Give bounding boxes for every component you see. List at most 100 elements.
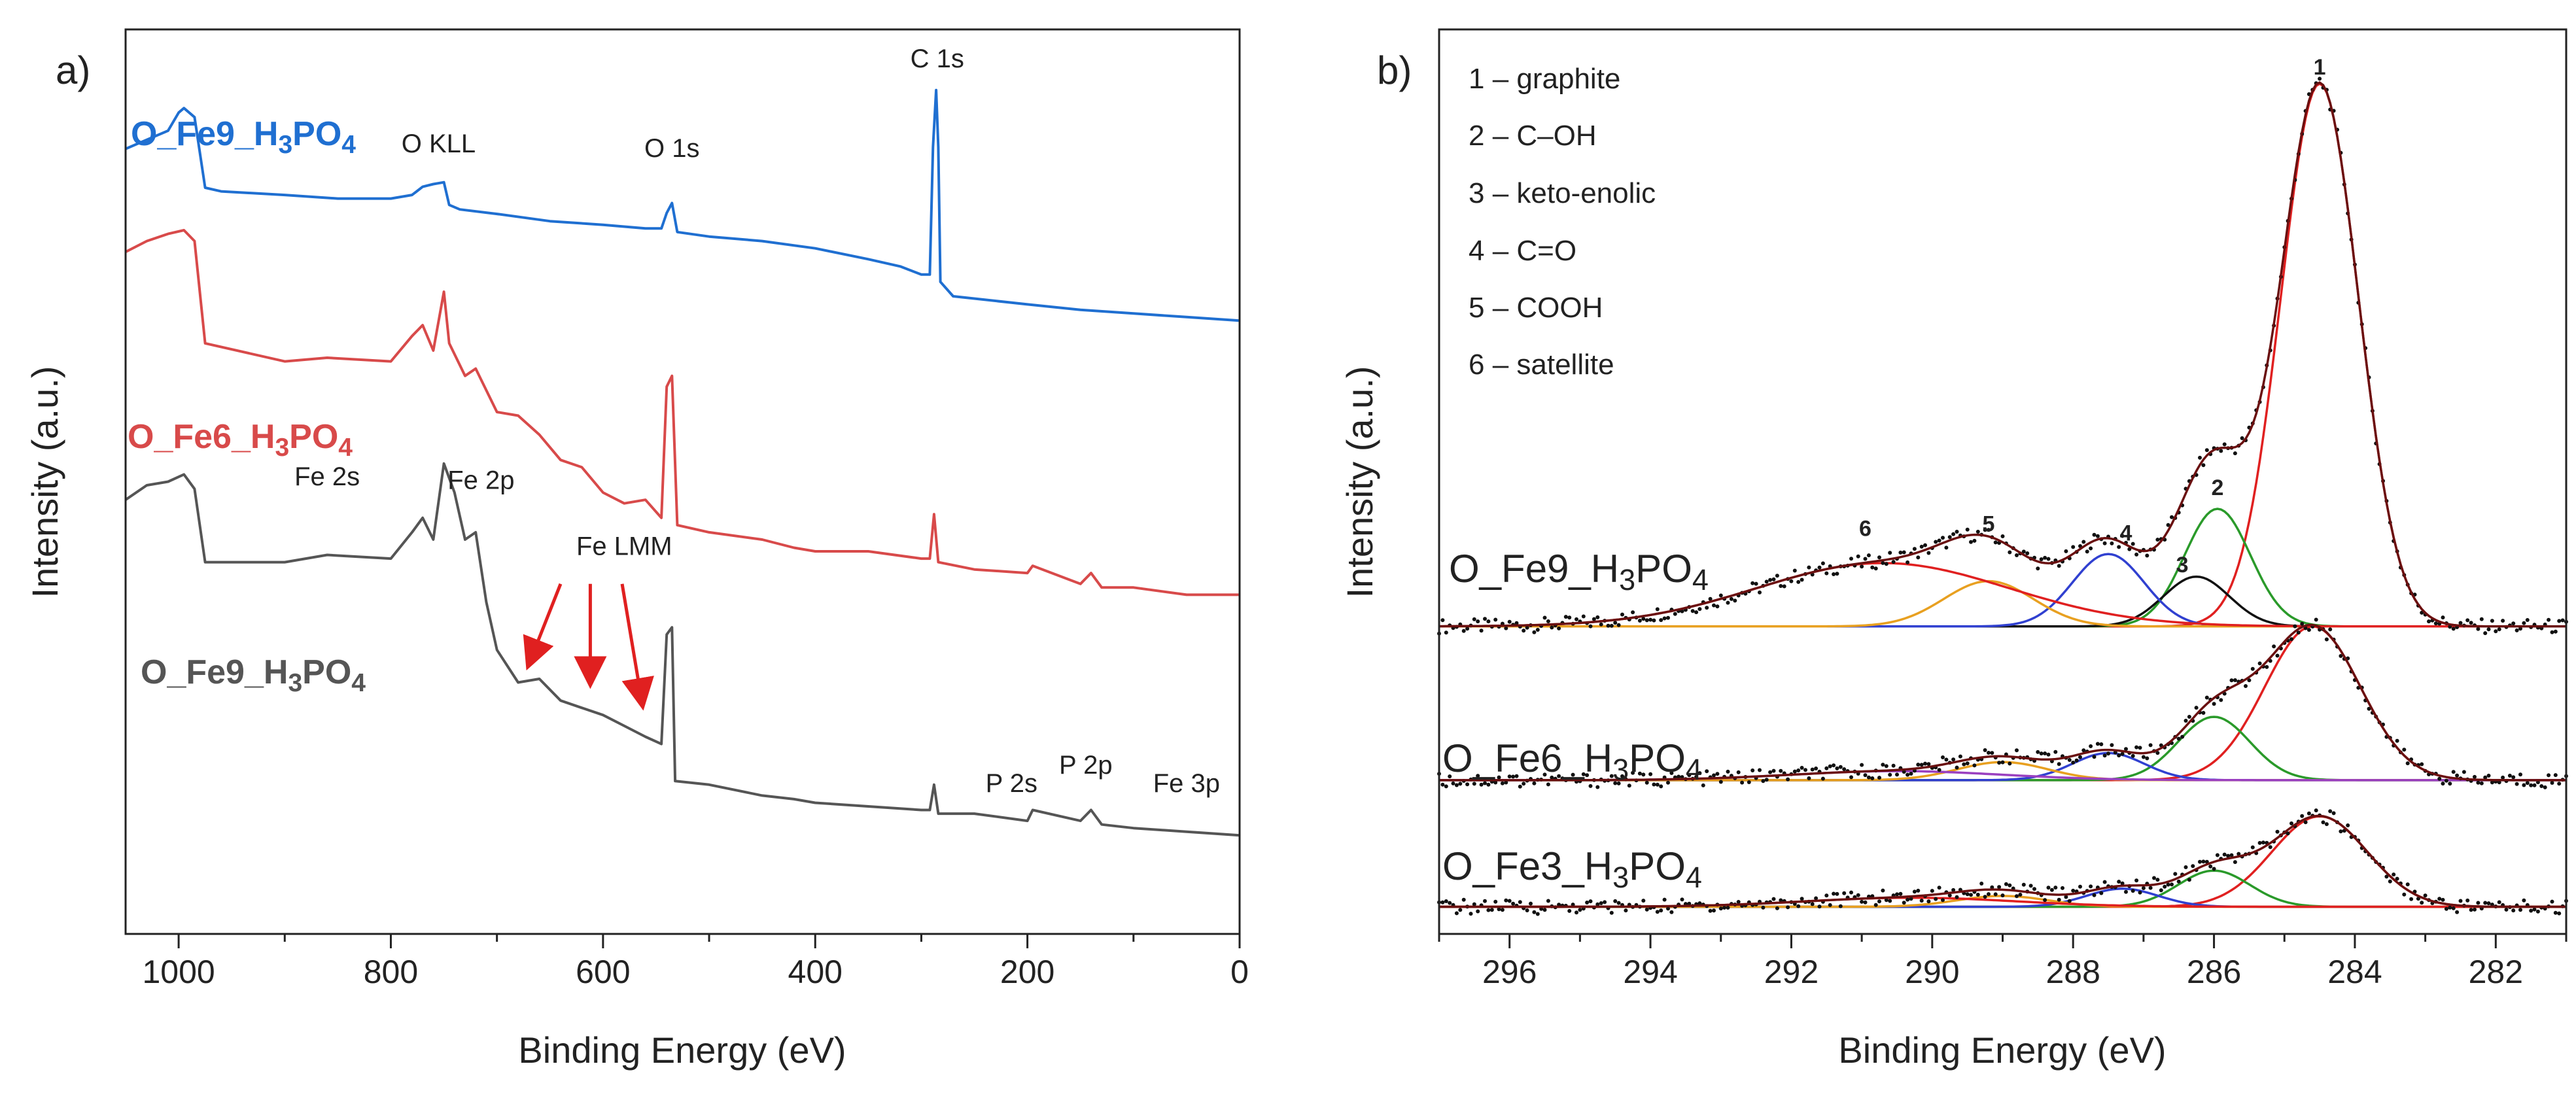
data-point xyxy=(1990,751,1994,755)
data-point xyxy=(2532,783,2537,787)
data-point xyxy=(2550,781,2554,785)
data-point xyxy=(1448,901,1452,905)
data-point xyxy=(1557,903,1561,907)
data-point xyxy=(2184,865,2188,869)
panel-b-x-axis-title: Binding Energy (eV) xyxy=(1838,1029,2166,1071)
data-point xyxy=(1860,763,1864,767)
data-point xyxy=(1557,626,1561,630)
data-point xyxy=(1817,565,1822,570)
peak-number-3: 3 xyxy=(2176,553,2189,577)
data-point xyxy=(1571,772,1575,777)
data-point xyxy=(1507,619,1512,624)
data-point xyxy=(2008,550,2012,555)
data-point xyxy=(2324,822,2329,827)
data-point xyxy=(1881,888,1885,893)
data-point xyxy=(2194,706,2199,710)
data-point xyxy=(1454,911,1459,916)
data-point xyxy=(1458,782,1463,786)
data-point xyxy=(1712,603,1716,608)
data-point xyxy=(1838,904,1843,908)
data-point xyxy=(1444,630,1448,635)
data-point xyxy=(1937,538,1941,543)
data-point xyxy=(2395,876,2399,881)
data-point xyxy=(1701,783,1705,787)
data-point xyxy=(1779,768,1783,773)
series-label-2: O_Fe6_H3PO4 xyxy=(128,418,353,462)
data-point xyxy=(1637,619,1642,623)
data-point xyxy=(1877,776,1881,780)
data-point xyxy=(2501,775,2505,780)
data-point xyxy=(2166,882,2170,887)
peak-annotation-7: P 2s xyxy=(986,769,1037,798)
data-point xyxy=(1708,596,1713,601)
data-point xyxy=(2046,886,2051,890)
data-point xyxy=(2289,637,2293,642)
data-point xyxy=(1535,912,1540,916)
data-point xyxy=(1870,565,1875,570)
data-point xyxy=(1800,577,1804,582)
legend-item-keto-enolic: 3 – keto-enolic xyxy=(1469,177,1656,209)
data-point xyxy=(2127,547,2132,551)
data-point xyxy=(2402,892,2407,897)
data-point xyxy=(1898,891,1903,896)
data-point xyxy=(2448,782,2452,786)
data-point xyxy=(1972,763,1977,768)
data-point xyxy=(2444,778,2448,783)
data-point xyxy=(1838,765,1843,769)
data-point xyxy=(2306,811,2311,816)
data-point xyxy=(2204,695,2209,700)
series-label-3: O_Fe9_H3PO4 xyxy=(141,653,366,697)
fe-lmm-arrow-3 xyxy=(620,583,654,711)
data-point xyxy=(2518,627,2522,631)
data-point xyxy=(1941,536,1945,540)
data-point xyxy=(1820,561,1825,566)
data-point xyxy=(1697,771,1702,776)
data-point xyxy=(2219,698,2223,702)
data-point xyxy=(2331,811,2336,816)
x-tick-label: 282 xyxy=(2469,954,2523,990)
data-point xyxy=(2187,715,2191,719)
data-point xyxy=(2117,880,2121,884)
data-point xyxy=(2346,823,2350,827)
data-point xyxy=(2448,625,2452,629)
data-point xyxy=(1680,897,1684,902)
data-point xyxy=(2486,901,2491,906)
data-point xyxy=(2212,867,2216,871)
data-point xyxy=(1729,596,1733,601)
data-point xyxy=(2219,449,2223,453)
data-point xyxy=(2476,780,2480,785)
data-point xyxy=(1620,612,1624,617)
data-point xyxy=(1581,772,1586,776)
data-point xyxy=(1810,767,1815,772)
data-point xyxy=(1718,906,1723,911)
data-point xyxy=(1585,901,1590,904)
data-point xyxy=(1469,912,1473,916)
data-point xyxy=(2187,878,2191,882)
sample-label-2-label-sub2: 4 xyxy=(1686,753,1702,786)
data-point xyxy=(1782,584,1786,589)
data-point xyxy=(2120,751,2125,756)
data-point xyxy=(1814,896,1819,901)
data-point xyxy=(2176,736,2181,741)
data-point xyxy=(2184,719,2188,723)
data-point xyxy=(1796,904,1801,908)
data-point xyxy=(1483,899,1487,903)
data-point xyxy=(1669,771,1674,775)
data-point xyxy=(1951,532,1956,536)
data-point xyxy=(1888,899,1892,903)
data-point xyxy=(1902,550,1906,555)
data-point xyxy=(2465,898,2470,903)
data-point xyxy=(1529,901,1533,906)
data-point xyxy=(2303,820,2308,825)
series-label-2-label-sub1: 3 xyxy=(275,434,289,462)
series-label-1: O_Fe9_H3PO4 xyxy=(131,115,356,159)
data-point xyxy=(1500,908,1505,912)
data-point xyxy=(2067,758,2072,762)
data-point xyxy=(1542,615,1547,620)
data-point xyxy=(1976,893,1980,897)
data-point xyxy=(1993,540,1998,545)
data-point xyxy=(1884,898,1888,903)
data-point xyxy=(1736,770,1741,774)
data-point xyxy=(1835,572,1839,576)
